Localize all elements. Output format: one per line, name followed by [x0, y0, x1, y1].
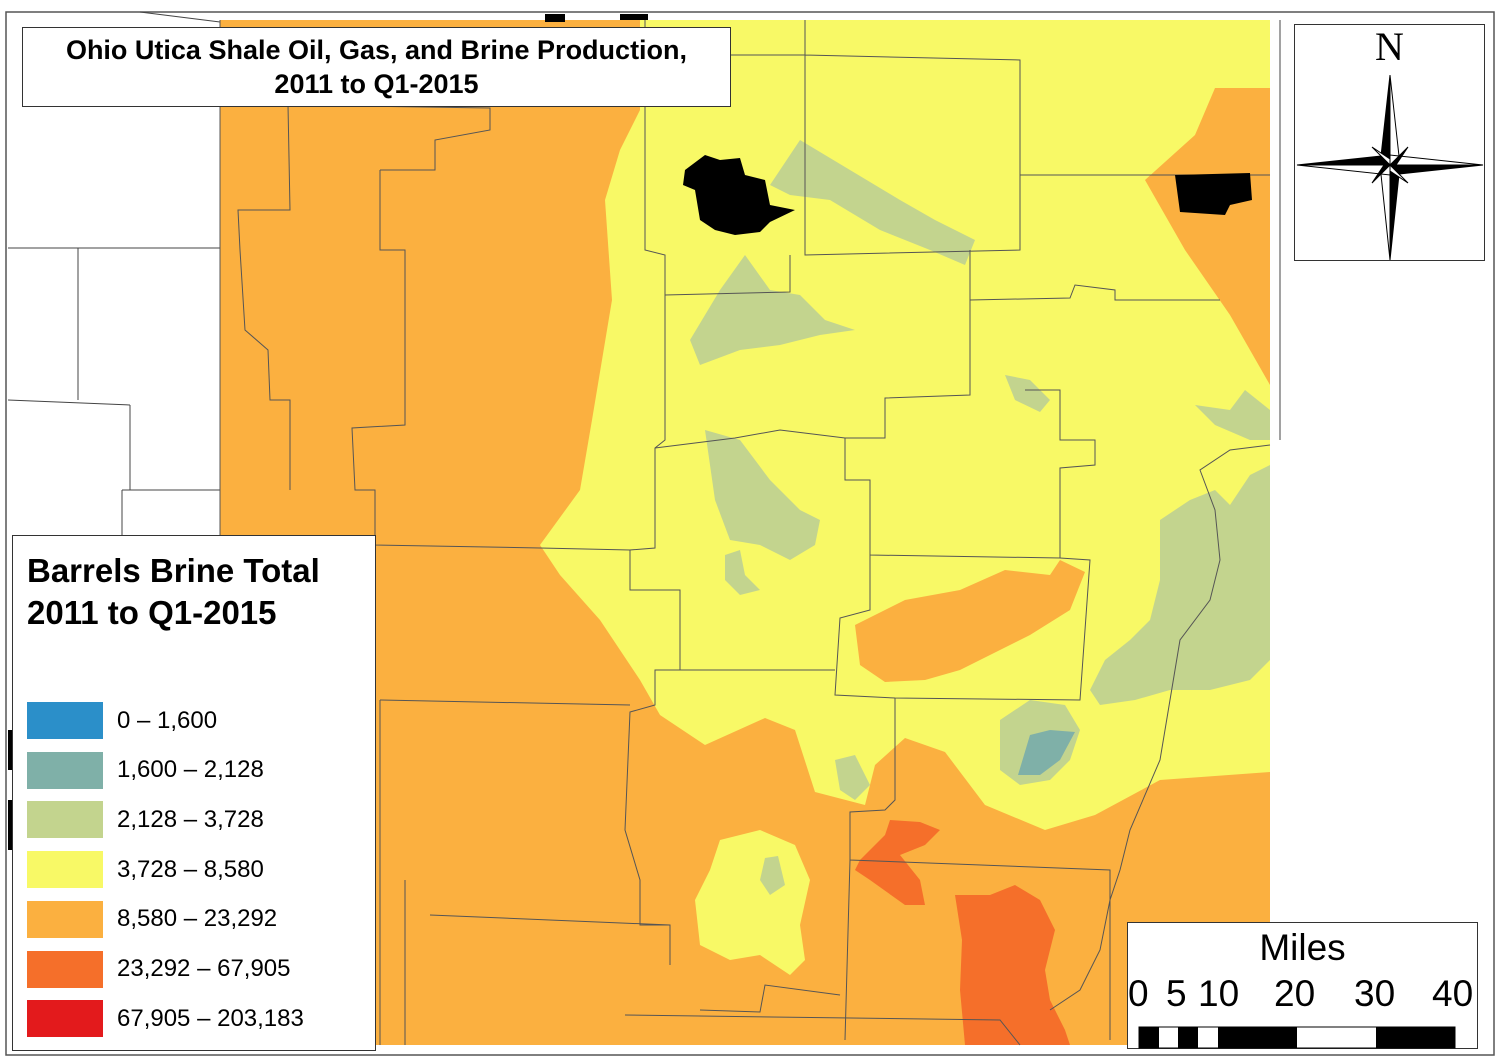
legend-item: 2,128 – 3,728	[27, 801, 264, 839]
legend-item: 8,580 – 23,292	[27, 900, 278, 938]
legend-title-line-2: 2011 to Q1-2015	[27, 594, 277, 631]
map-title: Ohio Utica Shale Oil, Gas, and Brine Pro…	[22, 27, 731, 107]
legend-item: 1,600 – 2,128	[27, 751, 264, 789]
legend-swatch	[27, 900, 103, 938]
legend-label: 23,292 – 67,905	[117, 955, 291, 982]
legend-label: 0 – 1,600	[117, 706, 218, 734]
legend-label: 1,600 – 2,128	[117, 756, 264, 784]
regions-23292-67905	[855, 820, 1070, 1045]
scale-unit: Miles	[1259, 927, 1346, 968]
legend-label: 3,728 – 8,580	[117, 855, 264, 883]
scale-tick: 5	[1166, 973, 1187, 1014]
scale-tick: 30	[1354, 973, 1396, 1014]
legend-label: 67,905 – 203,183	[117, 1004, 304, 1032]
scale-bar-graphic	[1138, 1026, 1456, 1049]
legend-swatch	[27, 950, 103, 988]
legend-swatch	[27, 851, 103, 889]
legend-label: 2,128 – 3,728	[117, 805, 264, 833]
north-label: N	[1375, 24, 1404, 69]
legend: Barrels Brine Total 2011 to Q1-2015 0 – 1…	[12, 535, 376, 1051]
county-lines	[219, 20, 1271, 1046]
legend-item: 0 – 1,600	[27, 702, 217, 739]
legend-swatch	[27, 751, 103, 789]
legend-item: 23,292 – 67,905	[27, 950, 291, 988]
compass-rose-icon	[1296, 74, 1484, 261]
region-yellow-south-green	[760, 856, 785, 895]
title-line-1: Ohio Utica Shale Oil, Gas, and Brine Pro…	[65, 35, 688, 65]
title-line-2: 2011 to Q1-2015	[274, 69, 479, 99]
scale-tick: 10	[1198, 973, 1240, 1014]
scale-tick: 20	[1274, 973, 1316, 1014]
legend-item: 3,728 – 8,580	[27, 851, 264, 889]
county-lines-outside	[7, 11, 1281, 535]
legend-title-line-1: Barrels Brine Total	[27, 552, 320, 589]
north-arrow: N	[1294, 24, 1485, 261]
city-left	[683, 155, 795, 235]
city-right	[1175, 173, 1252, 215]
legend-swatch	[27, 1000, 103, 1038]
city-areas	[8, 14, 1252, 850]
legend-label: 8,580 – 23,292	[117, 905, 278, 933]
legend-item: 67,905 – 203,183	[27, 1000, 304, 1038]
scale-tick: 0	[1128, 973, 1149, 1014]
region-1600-2128	[1018, 730, 1075, 775]
legend-swatch	[27, 801, 103, 839]
region-8580-23292-patch	[855, 560, 1085, 682]
scale-bar: Miles 0 5 10 20 30 40	[1127, 922, 1478, 1049]
region-yellow-south	[695, 830, 810, 975]
scale-tick: 40	[1432, 973, 1474, 1014]
legend-title: Barrels Brine Total 2011 to Q1-2015	[27, 550, 320, 634]
legend-swatch	[27, 702, 103, 739]
